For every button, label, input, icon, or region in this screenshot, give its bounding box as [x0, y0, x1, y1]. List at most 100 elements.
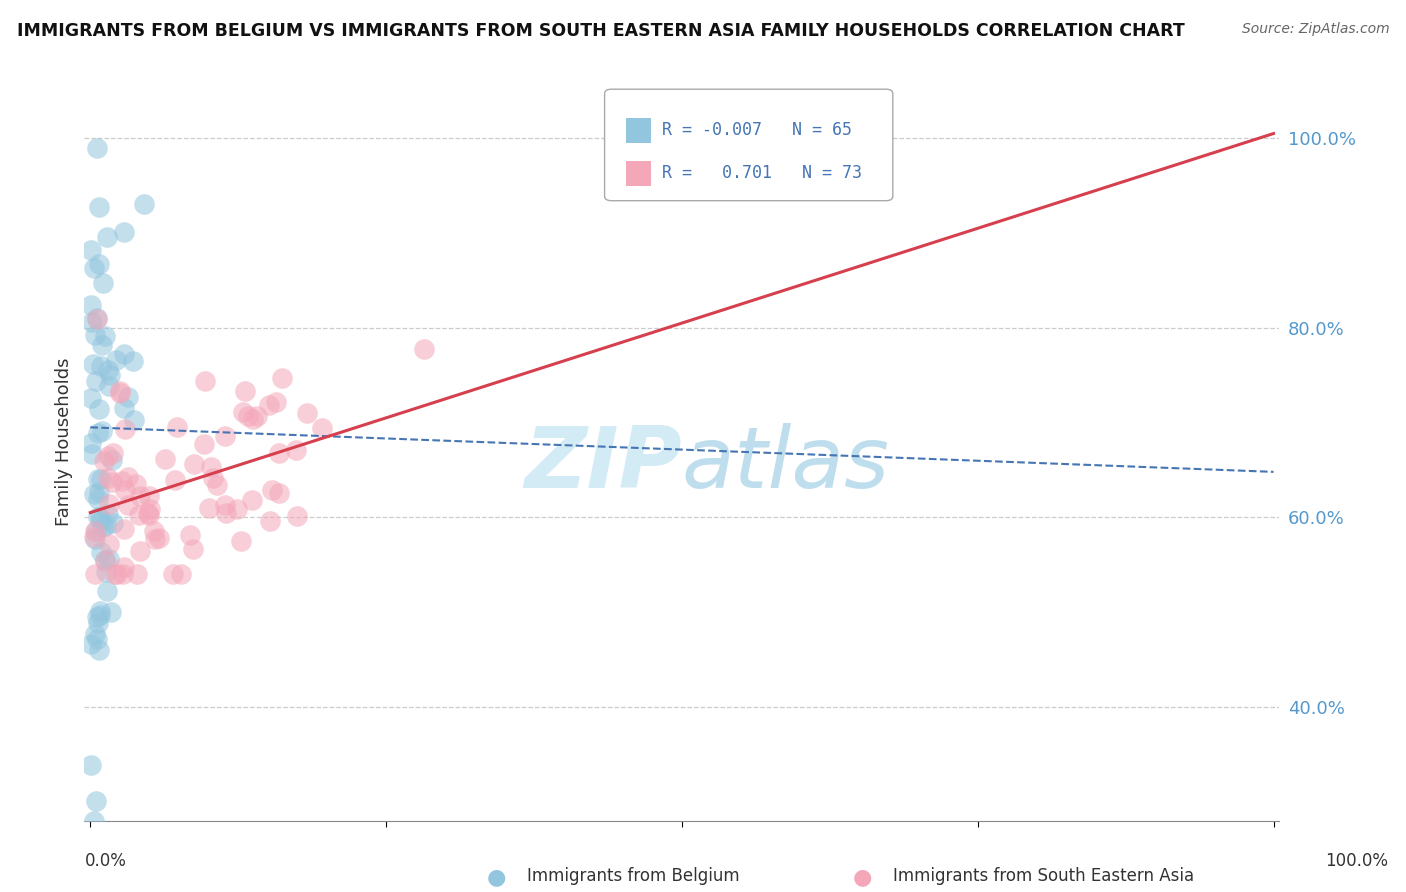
Point [97, 363, 120, 377]
Point [97, 552, 120, 566]
Point [83, 533, 105, 547]
Point [112, 225, 135, 239]
Point [285, 509, 308, 524]
Point [80, 298, 103, 312]
Point [86, 632, 108, 646]
Point [83, 487, 105, 501]
Point [89, 509, 111, 524]
Point [86, 141, 108, 155]
Text: atlas: atlas [682, 423, 890, 506]
Point [183, 457, 205, 471]
Point [105, 353, 128, 368]
Point [96, 229, 118, 244]
Point [138, 489, 160, 503]
Point [267, 486, 290, 500]
Point [96, 584, 118, 599]
Point [129, 543, 152, 558]
Point [98, 537, 121, 551]
Point [94, 518, 117, 533]
Text: Source: ZipAtlas.com: Source: ZipAtlas.com [1241, 22, 1389, 37]
Point [128, 508, 150, 523]
Point [100, 605, 122, 619]
Point [80, 391, 103, 405]
Point [80, 758, 103, 772]
Point [139, 502, 162, 516]
Point [91, 276, 114, 290]
Point [80, 315, 103, 329]
Point [83, 530, 105, 544]
Text: ZIP: ZIP [524, 423, 682, 506]
Point [105, 567, 128, 582]
Point [179, 528, 201, 542]
Point [117, 498, 139, 512]
Text: IMMIGRANTS FROM BELGIUM VS IMMIGRANTS FROM SOUTH EASTERN ASIA FAMILY HOUSEHOLDS : IMMIGRANTS FROM BELGIUM VS IMMIGRANTS FR… [17, 22, 1185, 40]
Point [87, 426, 110, 441]
Point [197, 500, 219, 515]
Point [200, 459, 222, 474]
Point [207, 477, 229, 491]
Point [162, 567, 184, 582]
Point [90, 359, 112, 373]
Point [86, 311, 108, 326]
Point [84, 524, 107, 538]
Point [136, 506, 159, 520]
Y-axis label: Family Households: Family Households [55, 358, 73, 525]
Point [285, 443, 308, 458]
Point [104, 567, 127, 582]
Point [89, 643, 111, 657]
Point [269, 446, 291, 460]
Point [97, 497, 120, 511]
Point [80, 244, 103, 258]
Point [163, 474, 186, 488]
Point [87, 485, 110, 500]
Point [111, 474, 134, 488]
Point [214, 498, 236, 512]
Point [87, 472, 110, 486]
Point [86, 310, 108, 325]
Point [83, 814, 105, 828]
Point [259, 514, 281, 528]
Point [166, 419, 188, 434]
Point [87, 257, 110, 271]
Point [270, 371, 292, 385]
Point [86, 374, 108, 388]
Point [231, 533, 253, 548]
Text: R = -0.007   N = 65: R = -0.007 N = 65 [662, 121, 852, 139]
Point [183, 541, 205, 556]
Point [215, 506, 238, 520]
Point [311, 421, 333, 435]
Point [87, 492, 110, 507]
Point [214, 429, 236, 443]
Text: Immigrants from Belgium: Immigrants from Belgium [527, 867, 740, 885]
Point [89, 401, 111, 416]
Point [112, 401, 135, 415]
Point [226, 502, 249, 516]
Point [112, 522, 135, 536]
Point [96, 566, 118, 580]
Point [93, 454, 115, 468]
Point [262, 483, 284, 498]
Point [98, 368, 121, 382]
Point [169, 567, 191, 582]
Point [97, 449, 120, 463]
Point [108, 385, 131, 400]
Point [121, 354, 143, 368]
Point [295, 406, 318, 420]
Point [232, 405, 254, 419]
Point [242, 411, 264, 425]
Point [97, 471, 120, 485]
Point [84, 524, 107, 538]
Point [84, 567, 107, 582]
Point [91, 424, 114, 438]
Point [124, 413, 146, 427]
Point [193, 436, 215, 450]
Point [264, 395, 287, 409]
Point [112, 347, 135, 361]
Point [114, 483, 136, 497]
Point [153, 452, 176, 467]
Text: R =   0.701   N = 73: R = 0.701 N = 73 [662, 164, 862, 182]
Point [80, 636, 103, 650]
Point [101, 475, 124, 490]
Point [87, 616, 110, 631]
Point [143, 532, 166, 546]
